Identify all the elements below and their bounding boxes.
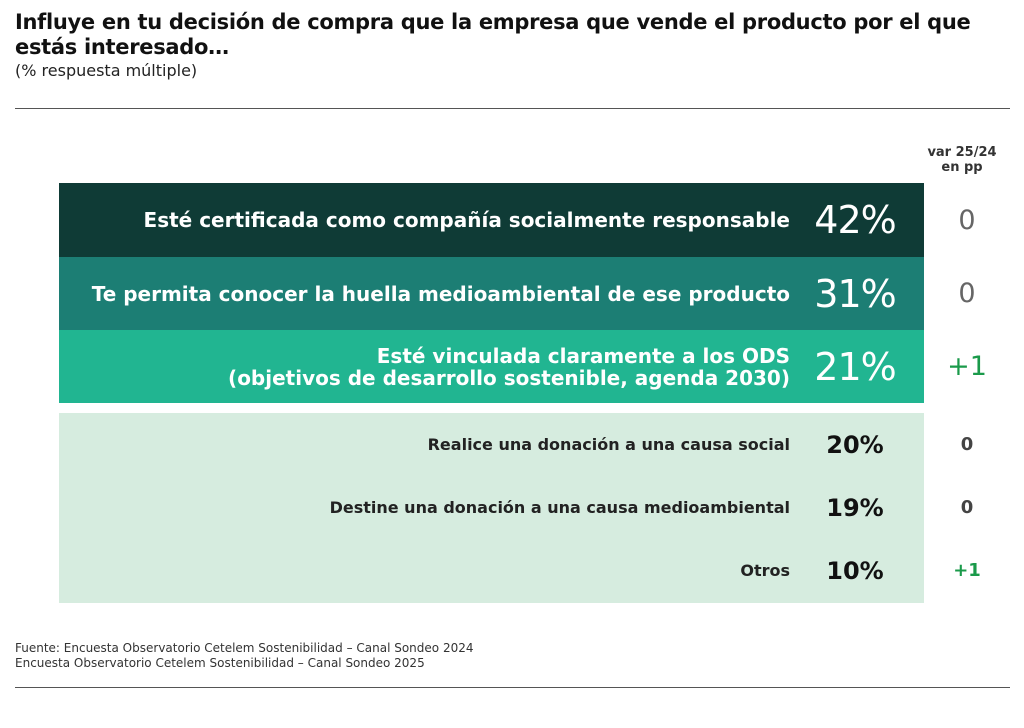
row-label-line: (objetivos de desarrollo sostenible, age… bbox=[228, 365, 790, 390]
secondary-rows-background bbox=[59, 413, 924, 603]
row-label: Esté certificada como compañía socialmen… bbox=[144, 183, 790, 257]
source-note: Fuente: Encuesta Observatorio Cetelem So… bbox=[15, 641, 473, 671]
row-label-line: Realice una donación a una causa social bbox=[427, 435, 790, 454]
header: Influye en tu decisión de compra que la … bbox=[15, 10, 1005, 81]
bottom-divider bbox=[15, 687, 1010, 688]
row-label: Destine una donación a una causa medioam… bbox=[330, 476, 790, 539]
row-variation: 0 bbox=[960, 497, 974, 518]
chart-subtitle: (% respuesta múltiple) bbox=[15, 61, 198, 80]
row-label-line: Otros bbox=[740, 561, 790, 580]
row-label: Otros bbox=[740, 539, 790, 602]
table-row: Esté certificada como compañía socialmen… bbox=[59, 183, 924, 257]
row-variation: +1 bbox=[953, 560, 981, 581]
row-value: 21% bbox=[814, 344, 896, 389]
row-label-line: Te permita conocer la huella medioambien… bbox=[91, 281, 790, 306]
var-header-line2: en pp bbox=[941, 160, 983, 175]
row-label-line: Esté vinculada claramente a los ODS bbox=[376, 343, 790, 368]
table-row: Destine una donación a una causa medioam… bbox=[59, 476, 924, 539]
source-line-1: Fuente: Encuesta Observatorio Cetelem So… bbox=[15, 641, 474, 655]
var-header-line1: var 25/24 bbox=[927, 145, 997, 160]
row-value: 42% bbox=[814, 198, 896, 242]
table-row: Te permita conocer la huella medioambien… bbox=[59, 257, 924, 330]
row-label-line: Esté certificada como compañía socialmen… bbox=[143, 208, 790, 232]
row-variation: 0 bbox=[960, 434, 974, 455]
row-label: Te permita conocer la huella medioambien… bbox=[92, 257, 790, 330]
row-label: Esté vinculada claramente a los ODS (obje… bbox=[228, 330, 790, 403]
table-row: Realice una donación a una causa social 2… bbox=[59, 413, 924, 476]
row-value: 10% bbox=[826, 556, 884, 585]
chart-title: Influye en tu decisión de compra que la … bbox=[15, 10, 971, 59]
row-variation: 0 bbox=[958, 204, 976, 236]
table-row: Esté vinculada claramente a los ODS (obje… bbox=[59, 330, 924, 403]
table-row: Otros 10% bbox=[59, 539, 924, 602]
row-value: 31% bbox=[814, 271, 896, 316]
source-line-2: Encuesta Observatorio Cetelem Sostenibil… bbox=[15, 656, 425, 670]
row-value: 19% bbox=[826, 493, 884, 522]
var-column-header: var 25/24 en pp bbox=[922, 145, 1002, 175]
top-divider bbox=[15, 108, 1010, 109]
row-variation: +1 bbox=[947, 351, 987, 382]
row-label-line: Destine una donación a una causa medioam… bbox=[329, 498, 790, 517]
row-label: Realice una donación a una causa social bbox=[428, 413, 790, 476]
row-value: 20% bbox=[826, 430, 884, 459]
row-variation: 0 bbox=[958, 278, 976, 309]
